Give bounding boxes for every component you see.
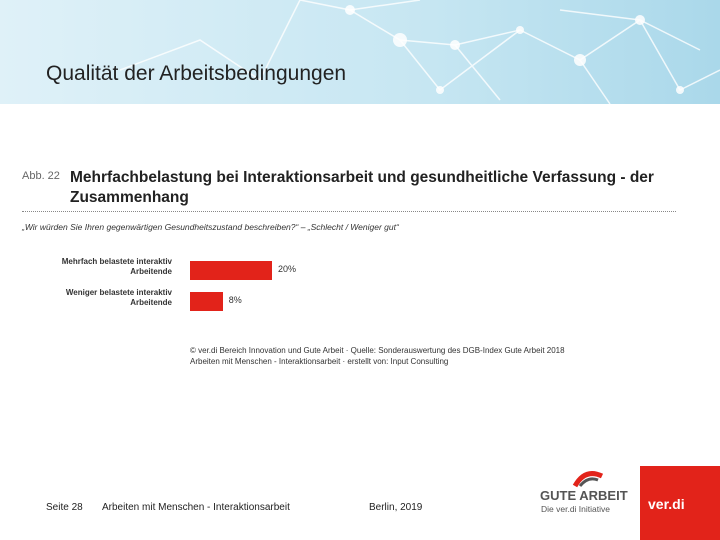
footer-page: Seite 28 <box>46 502 83 513</box>
category-label: Mehrfach belastete interaktiv Arbeitende <box>61 257 172 276</box>
logo-initiative: Die ver.di Initiative <box>541 504 610 514</box>
footer-date: Berlin, 2019 <box>369 502 423 513</box>
chart-title: Mehrfachbelastung bei Interaktionsarbeit… <box>70 169 654 206</box>
logo-gute-arbeit: GUTE ARBEIT <box>540 488 628 503</box>
source-line: Arbeiten mit Menschen - Interaktionsarbe… <box>190 356 449 366</box>
figure-number: Abb. 22 <box>22 170 60 182</box>
logo-mark <box>572 471 604 488</box>
source-line: © ver.di Bereich Innovation und Gute Arb… <box>190 346 565 355</box>
logo-verdi-box <box>640 466 720 540</box>
chart-subtitle: „Wir würden Sie Ihren gegenwärtigen Gesu… <box>22 222 399 232</box>
source: © ver.di Bereich Innovation und Gute Arb… <box>190 346 565 367</box>
value-label: 8% <box>228 295 242 305</box>
bar <box>190 292 223 311</box>
logo-verdi: ver.di <box>648 496 685 512</box>
value-label: 20% <box>278 264 297 274</box>
footer-topic: Arbeiten mit Menschen - Interaktionsarbe… <box>102 502 290 513</box>
separator <box>22 211 676 212</box>
category-label: Weniger belastete interaktiv Arbeitende <box>65 288 172 307</box>
bar <box>190 261 272 280</box>
header-background <box>0 0 720 104</box>
slide-title: Qualität der Arbeitsbedingungen <box>46 62 347 85</box>
